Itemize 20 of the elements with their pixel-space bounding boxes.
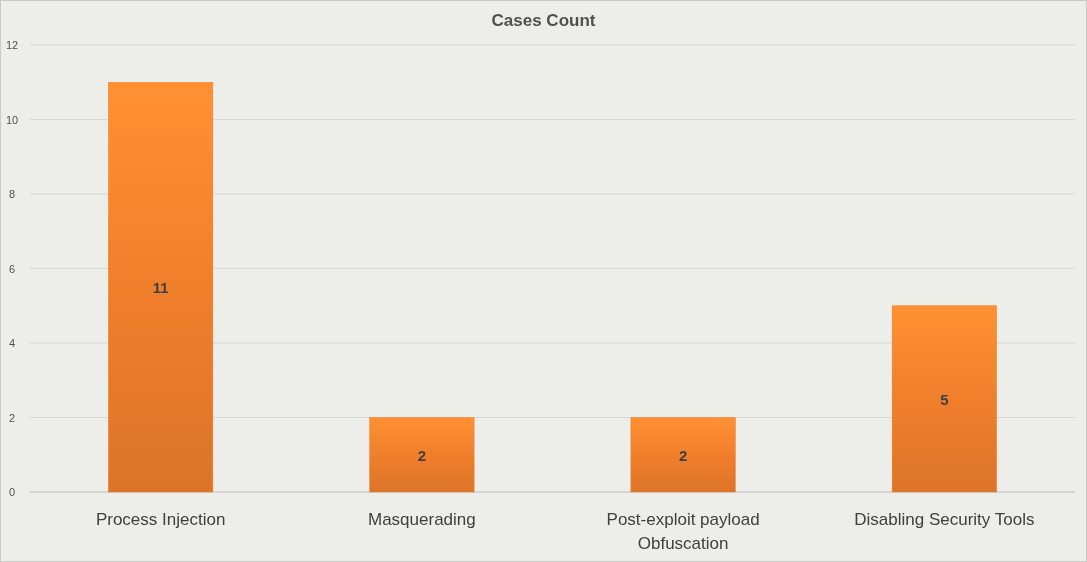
data-label: 2 bbox=[417, 446, 427, 464]
data-label: 2 bbox=[678, 446, 688, 464]
y-tick-label: 8 bbox=[8, 188, 16, 200]
x-tick-label: Masquerading bbox=[368, 510, 476, 529]
y-tick-label: 4 bbox=[8, 337, 16, 349]
chart-title: Cases Count bbox=[491, 11, 596, 30]
data-label: 11 bbox=[152, 279, 169, 297]
y-tick-label: 12 bbox=[5, 39, 19, 51]
y-tick-label: 0 bbox=[8, 486, 16, 498]
bar bbox=[108, 82, 214, 493]
y-tick-label: 6 bbox=[8, 262, 16, 275]
bar bbox=[891, 305, 997, 493]
bar bbox=[369, 417, 475, 493]
data-label: 5 bbox=[940, 390, 949, 408]
bar bbox=[630, 417, 736, 493]
y-tick-label: 2 bbox=[8, 411, 16, 424]
y-tick-label: 10 bbox=[5, 113, 19, 126]
x-tick-label: Disabling Security Tools bbox=[854, 510, 1035, 529]
x-tick-label: Post-exploit payload Obfuscation bbox=[606, 510, 760, 553]
x-tick-label: Process Injection bbox=[95, 510, 226, 529]
